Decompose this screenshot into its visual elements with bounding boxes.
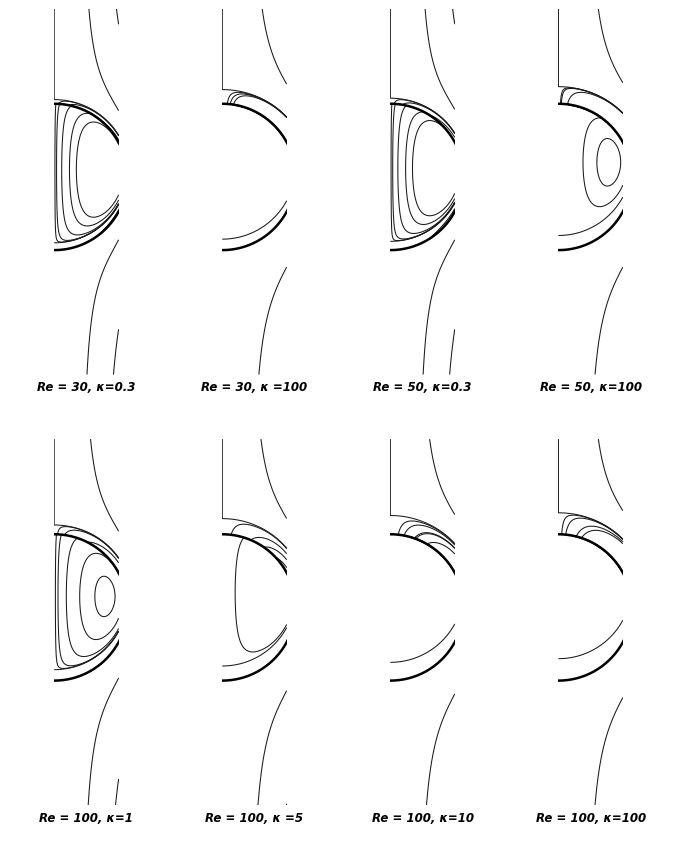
Text: Re = 30, κ =100: Re = 30, κ =100 [201, 381, 308, 394]
Text: Re = 100, κ =5: Re = 100, κ =5 [205, 812, 304, 825]
Text: Re = 50, κ=100: Re = 50, κ=100 [539, 381, 642, 394]
Text: Re = 100, κ=10: Re = 100, κ=10 [371, 812, 474, 825]
Text: Re = 50, κ=0.3: Re = 50, κ=0.3 [373, 381, 472, 394]
Text: Re = 30, κ=0.3: Re = 30, κ=0.3 [37, 381, 136, 394]
Text: Re = 100, κ=1: Re = 100, κ=1 [39, 812, 134, 825]
Text: Re = 100, κ=100: Re = 100, κ=100 [535, 812, 646, 825]
